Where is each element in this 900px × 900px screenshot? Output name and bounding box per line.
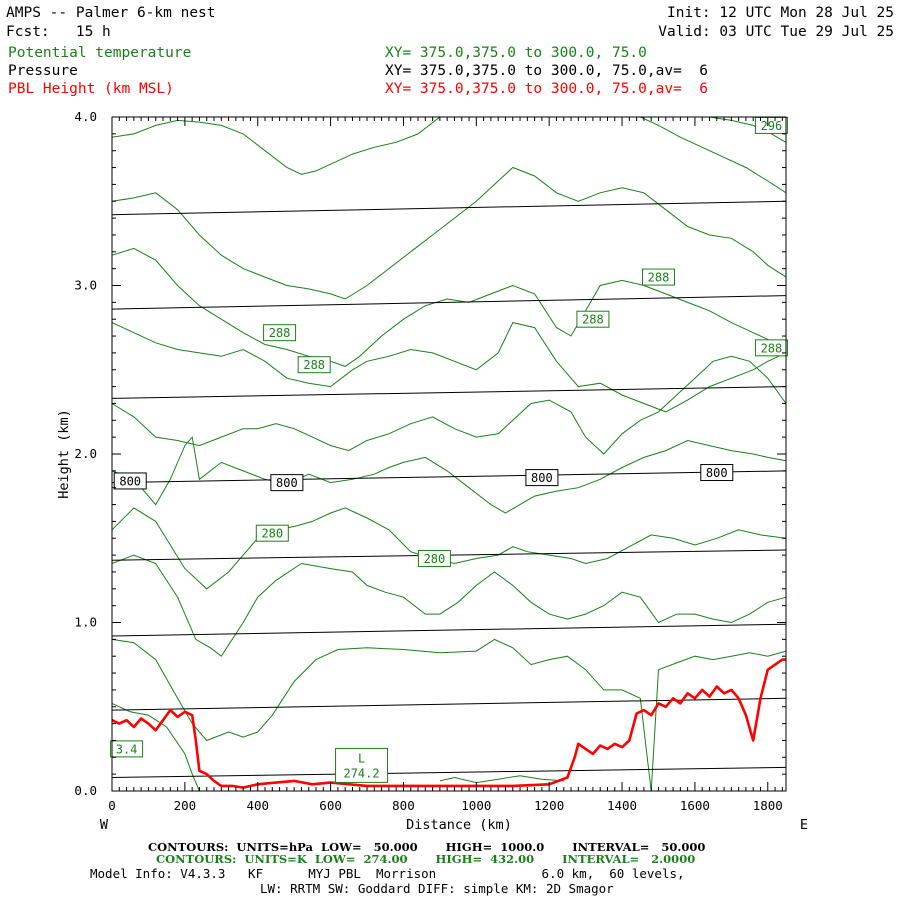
pressure-label-0: 800 — [119, 474, 141, 488]
theta-contour-12 — [439, 775, 564, 784]
pressure-contour-6 — [111, 295, 787, 310]
pressure-contours — [111, 200, 787, 778]
y-tick-label: 2.0 — [74, 446, 97, 461]
pbl-height-line — [111, 658, 786, 789]
forecast-hour: Fcst: 15 h — [6, 24, 111, 40]
theta-contour-3 — [111, 507, 787, 590]
pressure-label-1-box — [270, 474, 304, 492]
pressure-contour-2 — [111, 623, 787, 637]
x-tick-label: 1800 — [753, 798, 783, 813]
y-tick-label: 0.0 — [74, 783, 97, 798]
theta-contour-6 — [111, 322, 787, 413]
x-tick-label: 1000 — [461, 798, 491, 813]
pressure-contour-4 — [111, 470, 787, 484]
x-tick-label: 800 — [392, 798, 415, 813]
theta-contour-9 — [111, 116, 441, 175]
pressure-label-2-box — [525, 469, 559, 487]
y-tick-label: 4.0 — [74, 109, 97, 124]
low-marker-letter: L — [358, 751, 365, 765]
field-xy-theta: XY= 375.0,375.0 to 300.0, 75.0 — [385, 45, 647, 61]
init-time: Init: 12 UTC Mon 28 Jul 25 — [667, 5, 894, 21]
field-name-theta: Potential temperature — [8, 45, 192, 61]
theta-label-4: 288 — [269, 326, 291, 340]
chart-title: AMPS -- Palmer 6-km nest — [6, 5, 216, 21]
theta-label-3-box — [754, 339, 788, 357]
field-name-pressure: Pressure — [8, 63, 78, 79]
model-info-line-1: Model Info: V4.3.3 KF MYJ PBL Morrison 6… — [90, 866, 685, 881]
theta-label-7: 280 — [424, 552, 446, 566]
theta-contour-2 — [111, 554, 787, 657]
pressure-contour-7 — [111, 200, 787, 216]
theta-contour-4 — [111, 435, 787, 514]
theta-contours — [111, 116, 787, 792]
pressure-label-3: 800 — [706, 466, 728, 480]
pbl-height-series — [111, 658, 786, 789]
pressure-label-1: 800 — [276, 476, 298, 490]
theta-label-5: 288 — [303, 358, 325, 372]
theta-label-0: 296 — [761, 119, 783, 133]
pressure-label-3-box — [700, 464, 734, 482]
axes: 0 200 400 600 800 1000 1200 1400 1600 1800 0.0 1.0 2… — [56, 109, 808, 833]
pressure-contour-1 — [111, 697, 787, 711]
theta-contour-info: CONTOURS: UNITS=K LOW= 274.00 HIGH= 432.… — [156, 852, 696, 866]
x-tick-label: 1200 — [534, 798, 564, 813]
valid-time: Valid: 03 UTC Tue 29 Jul 25 — [658, 24, 894, 40]
contour-labels: 296 288 288 288 288 288 280 280 3.4 800 800 800 800 L… — [110, 116, 788, 783]
x-tick-label: 1600 — [680, 798, 710, 813]
theta-label-8-box — [110, 740, 144, 758]
theta-contour-8 — [111, 166, 787, 300]
field-name-pbl: PBL Height (km MSL) — [8, 81, 174, 97]
x-tick-label: 1400 — [607, 798, 637, 813]
theta-label-4-box — [263, 324, 297, 342]
x-tick-label: 200 — [174, 798, 197, 813]
pressure-label-0-box — [113, 472, 147, 490]
field-xy-pbl: XY= 375.0,375.0 to 300.0, 75.0,av= 6 — [385, 81, 709, 97]
pressure-contour-5 — [111, 386, 787, 399]
y-axis-label: Height (km) — [56, 409, 72, 498]
theta-label-3: 288 — [761, 341, 783, 355]
theta-contour-5 — [111, 355, 787, 455]
x-tick-label: 0 — [108, 798, 116, 813]
pressure-contour-0 — [111, 766, 787, 778]
x-tick-label: 600 — [319, 798, 342, 813]
y-tick-label: 1.0 — [74, 615, 97, 630]
theta-label-2: 288 — [582, 313, 604, 327]
theta-contour-1 — [111, 638, 787, 792]
west-label: W — [100, 817, 109, 833]
theta-label-7-box — [417, 549, 451, 567]
pressure-label-2: 800 — [531, 471, 553, 485]
east-label: E — [800, 817, 808, 833]
low-marker-box — [335, 747, 389, 783]
theta-label-6-box — [255, 524, 289, 542]
plot-frame — [111, 116, 787, 792]
theta-label-2-box — [576, 310, 610, 328]
pressure-contour-info: CONTOURS: UNITS=hPa LOW= 50.000 HIGH= 10… — [148, 840, 706, 854]
x-tick-label: 400 — [246, 798, 269, 813]
theta-contour-10 — [640, 116, 787, 194]
theta-label-1-box — [641, 268, 675, 286]
x-axis-label: Distance (km) — [406, 817, 512, 833]
model-info-line-2: LW: RRTM SW: Goddard DIFF: simple KM: 2D… — [260, 881, 614, 896]
low-marker-value: 274.2 — [343, 766, 379, 780]
theta-label-6: 280 — [261, 527, 283, 541]
theta-label-5-box — [297, 356, 331, 374]
theta-contour-0 — [111, 702, 222, 792]
theta-label-8: 3.4 — [116, 742, 138, 756]
theta-label-1: 288 — [648, 271, 670, 285]
field-xy-pressure: XY= 375.0,375.0 to 300.0, 75.0,av= 6 — [385, 63, 709, 79]
y-tick-label: 3.0 — [74, 278, 97, 293]
